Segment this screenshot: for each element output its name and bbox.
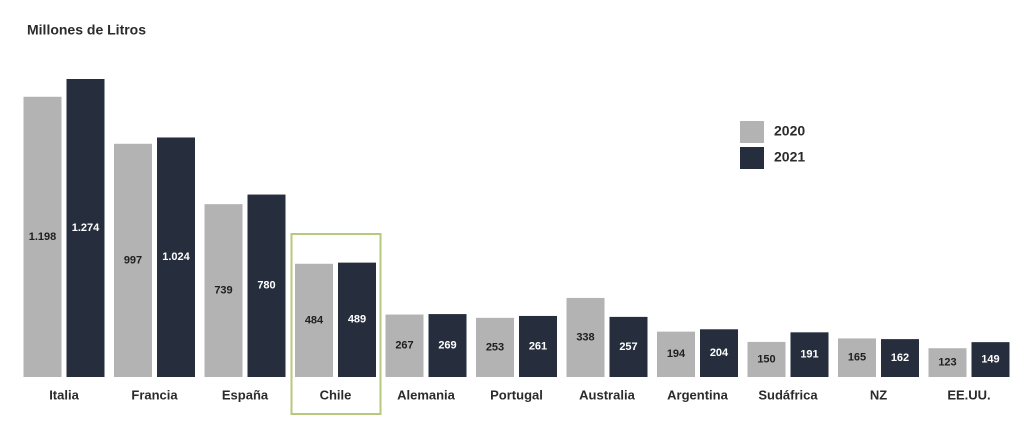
bar bbox=[838, 338, 876, 377]
bar bbox=[747, 341, 786, 377]
x-tick-label: Alemania bbox=[397, 387, 456, 402]
bar bbox=[971, 342, 1010, 377]
value-label: 261 bbox=[529, 340, 547, 352]
bar bbox=[519, 315, 557, 377]
value-label: 123 bbox=[938, 357, 956, 369]
bar bbox=[428, 314, 467, 377]
value-label: 484 bbox=[305, 314, 324, 326]
value-label: 269 bbox=[438, 339, 456, 351]
value-label: 257 bbox=[619, 341, 637, 353]
bar bbox=[157, 137, 195, 377]
bar bbox=[657, 331, 695, 377]
value-label: 739 bbox=[214, 284, 232, 296]
x-tick-label: NZ bbox=[870, 387, 887, 402]
value-label: 267 bbox=[395, 340, 413, 352]
value-label: 149 bbox=[981, 353, 999, 365]
value-label: 997 bbox=[124, 254, 142, 266]
value-label: 165 bbox=[848, 352, 866, 364]
bar bbox=[23, 96, 62, 378]
bar bbox=[114, 143, 152, 377]
bar bbox=[204, 204, 243, 377]
bar bbox=[881, 339, 919, 377]
bar bbox=[338, 262, 376, 377]
x-tick-label: Australia bbox=[579, 387, 635, 402]
legend-label: 2020 bbox=[774, 123, 805, 139]
x-tick-label: Italia bbox=[49, 387, 79, 402]
value-label: 194 bbox=[667, 348, 686, 360]
bar bbox=[247, 194, 286, 377]
value-label: 1.274 bbox=[72, 222, 100, 234]
x-tick-label: Francia bbox=[131, 387, 178, 402]
x-tick-label: Portugal bbox=[490, 387, 543, 402]
legend-swatch bbox=[740, 121, 764, 143]
value-label: 489 bbox=[348, 314, 366, 326]
chart-title: Millones de Litros bbox=[27, 22, 146, 38]
bar bbox=[476, 317, 514, 377]
value-label: 780 bbox=[257, 280, 275, 292]
bar bbox=[66, 79, 105, 377]
value-label: 1.198 bbox=[29, 231, 57, 243]
x-tick-label: Sudáfrica bbox=[758, 387, 818, 402]
bar bbox=[609, 316, 648, 377]
value-label: 191 bbox=[800, 349, 818, 361]
bar bbox=[928, 348, 967, 377]
bar bbox=[385, 314, 424, 377]
x-tick-label: España bbox=[222, 387, 269, 402]
value-label: 204 bbox=[710, 347, 729, 359]
value-label: 150 bbox=[757, 353, 775, 365]
value-label: 162 bbox=[891, 352, 909, 364]
x-tick-label: EE.UU. bbox=[947, 387, 990, 402]
bar bbox=[700, 329, 738, 377]
value-label: 1.024 bbox=[162, 251, 190, 263]
highlight-box bbox=[290, 233, 382, 415]
bar bbox=[790, 332, 829, 377]
bar bbox=[566, 297, 605, 377]
x-tick-label: Argentina bbox=[667, 387, 728, 402]
legend-swatch bbox=[740, 147, 764, 169]
bar bbox=[295, 263, 333, 377]
value-label: 338 bbox=[576, 331, 594, 343]
x-tick-label: Chile bbox=[320, 387, 352, 402]
value-label: 253 bbox=[486, 341, 504, 353]
legend-label: 2021 bbox=[774, 149, 805, 165]
